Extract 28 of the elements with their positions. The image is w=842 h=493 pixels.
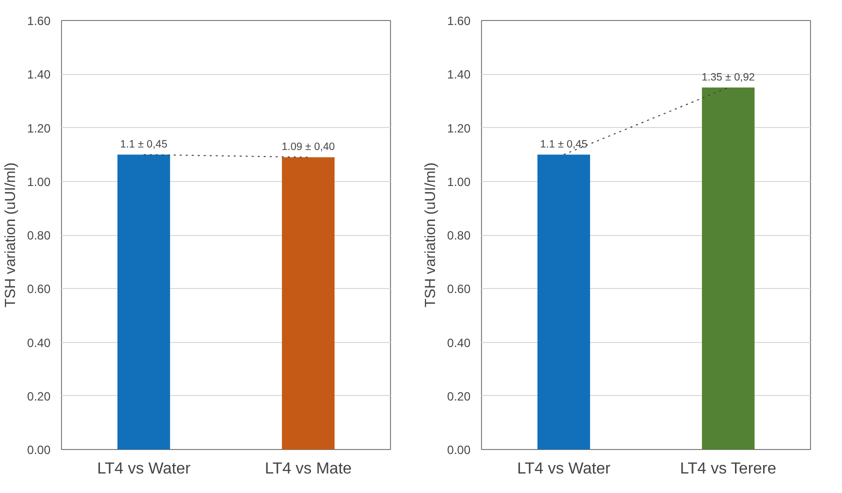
y-tick-label: 0.20 [447, 389, 471, 404]
data-label: 1.1 ± 0,45 [120, 138, 168, 151]
x-tick-label: LT4 vs Terere [680, 460, 776, 478]
x-tick-label: LT4 vs Water [97, 460, 192, 478]
y-tick-label: 0.80 [447, 228, 471, 242]
y-tick-label: 0.40 [447, 336, 471, 350]
y-tick-label: 1.40 [27, 68, 51, 82]
y-tick-label: 1.40 [447, 68, 471, 82]
y-tick-label: 1.00 [447, 174, 471, 189]
x-tick-label: LT4 vs Water [517, 460, 612, 478]
data-label: 1.1 ± 0,45 [540, 138, 588, 151]
y-tick-label: 1.20 [447, 121, 471, 136]
y-axis-title: TSH variation (uUI/ml) [3, 162, 20, 308]
y-tick-label: 0.20 [27, 389, 51, 404]
y-tick-label: 0.80 [27, 228, 51, 242]
data-label: 1.35 ± 0,92 [702, 72, 755, 84]
y-axis-title: TSH variation (uUI/ml) [423, 162, 440, 308]
data-label: 1.09 ± 0,40 [282, 141, 335, 154]
y-tick-label: 1.20 [27, 121, 51, 136]
y-tick-label: 1.60 [447, 14, 471, 28]
y-tick-label: 0.60 [447, 282, 471, 296]
y-tick-label: 0.40 [27, 336, 51, 350]
x-tick-label: LT4 vs Mate [264, 460, 352, 478]
y-tick-label: 0.00 [447, 443, 471, 457]
y-tick-label: 0.60 [27, 282, 51, 296]
y-tick-label: 1.00 [27, 174, 51, 189]
y-tick-label: 1.60 [27, 14, 51, 28]
y-tick-label: 0.00 [27, 443, 51, 457]
